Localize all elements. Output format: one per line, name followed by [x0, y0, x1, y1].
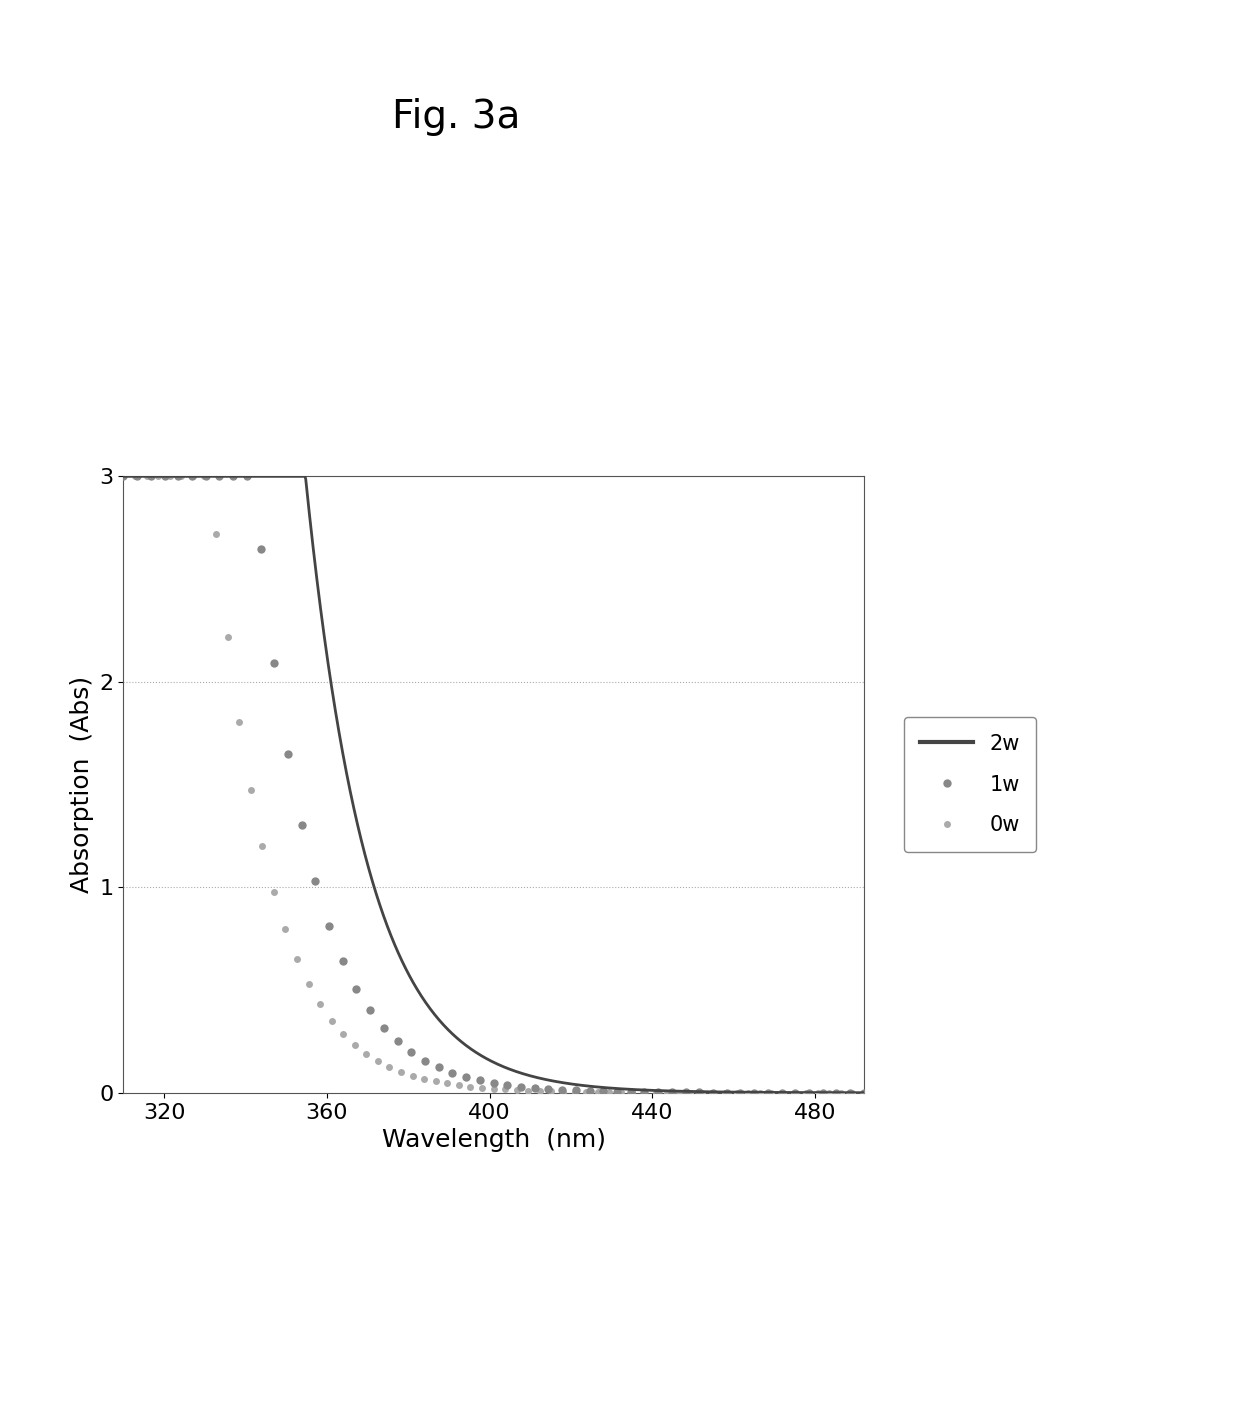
2w [856, 1084, 871, 1101]
1w [774, 1084, 789, 1101]
2w [707, 1083, 722, 1100]
X-axis label: Wavelength  (nm): Wavelength (nm) [381, 1128, 606, 1152]
Line: 2w: 2w [123, 476, 864, 1093]
2w [116, 468, 131, 485]
Line: 1w: 1w [120, 472, 868, 1097]
1w [253, 541, 268, 558]
0w [428, 1073, 443, 1090]
1w [856, 1084, 871, 1101]
Text: Fig. 3a: Fig. 3a [392, 98, 521, 136]
Line: 0w: 0w [120, 474, 868, 1096]
0w [833, 1084, 848, 1101]
1w [843, 1084, 858, 1101]
0w [116, 468, 131, 485]
0w [753, 1084, 768, 1101]
2w [416, 991, 431, 1007]
2w [694, 1083, 708, 1100]
1w [294, 817, 308, 834]
2w [191, 468, 206, 485]
2w [442, 1023, 457, 1040]
1w [116, 468, 131, 485]
0w [856, 1084, 871, 1101]
2w [624, 1082, 639, 1098]
0w [290, 951, 305, 968]
Y-axis label: Absorption  (Abs): Absorption (Abs) [70, 677, 94, 892]
0w [497, 1082, 512, 1098]
0w [336, 1026, 350, 1042]
1w [390, 1033, 405, 1049]
1w [199, 468, 213, 485]
Legend: 2w, 1w, 0w: 2w, 1w, 0w [903, 717, 1037, 852]
